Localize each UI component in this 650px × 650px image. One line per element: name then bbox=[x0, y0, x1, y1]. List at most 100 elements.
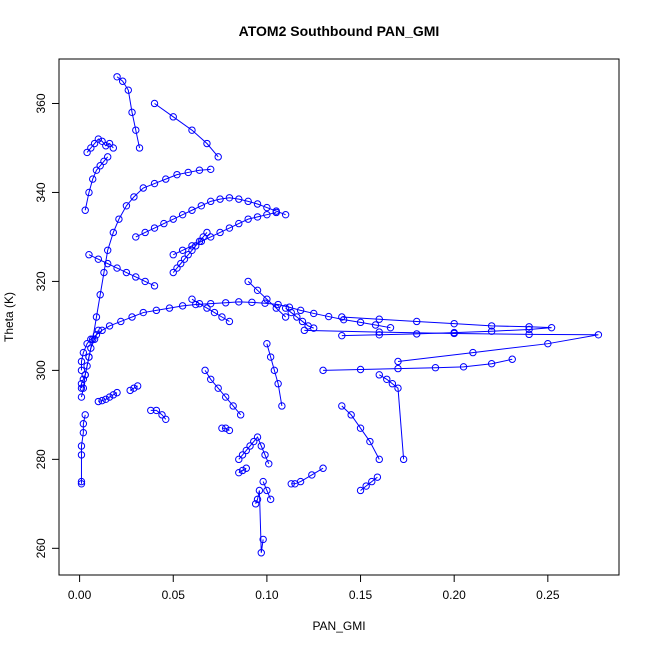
data-point bbox=[525, 323, 533, 331]
data-point bbox=[87, 335, 95, 343]
data-point bbox=[113, 73, 121, 81]
data-point bbox=[104, 153, 112, 161]
data-point bbox=[207, 165, 215, 174]
series-line bbox=[266, 343, 283, 407]
data-point bbox=[77, 366, 86, 375]
series-line bbox=[379, 374, 405, 460]
data-point bbox=[356, 318, 365, 327]
data-point bbox=[98, 326, 106, 335]
data-point bbox=[165, 304, 174, 312]
data-point bbox=[263, 295, 271, 303]
data-point bbox=[201, 366, 209, 375]
data-point bbox=[371, 321, 380, 329]
y-axis-label: Theta (K) bbox=[2, 292, 16, 342]
data-point bbox=[180, 255, 189, 263]
data-point bbox=[450, 329, 458, 338]
series-line bbox=[88, 254, 155, 287]
data-point bbox=[287, 480, 295, 488]
series-line bbox=[135, 197, 286, 238]
data-point bbox=[450, 319, 458, 328]
data-point bbox=[188, 206, 196, 214]
series-line bbox=[204, 370, 242, 416]
data-point bbox=[244, 215, 252, 223]
data-point bbox=[251, 500, 260, 508]
data-point bbox=[250, 437, 258, 446]
data-point bbox=[270, 366, 279, 375]
data-point bbox=[139, 308, 147, 317]
data-point bbox=[203, 304, 211, 312]
data-point bbox=[266, 495, 275, 504]
y-tick-label: 260 bbox=[34, 538, 48, 558]
data-point bbox=[188, 295, 196, 303]
data-point bbox=[356, 424, 365, 432]
data-point bbox=[431, 364, 440, 372]
x-tick-label: 0.15 bbox=[349, 588, 373, 602]
data-point bbox=[90, 335, 99, 343]
data-point bbox=[150, 179, 159, 188]
data-point bbox=[100, 268, 108, 277]
data-point bbox=[169, 251, 177, 259]
data-point bbox=[162, 415, 170, 424]
data-point bbox=[141, 228, 149, 237]
data-point bbox=[132, 233, 140, 241]
data-point bbox=[547, 323, 556, 332]
y-axis: 260 280 300 320 340 360 bbox=[34, 93, 60, 558]
data-point bbox=[77, 393, 86, 401]
data-point bbox=[135, 144, 144, 152]
series-line bbox=[191, 298, 230, 322]
data-point bbox=[197, 237, 206, 246]
data-point bbox=[253, 495, 262, 504]
data-point bbox=[242, 446, 250, 455]
data-point bbox=[105, 322, 114, 330]
data-point bbox=[126, 386, 134, 395]
series-line bbox=[341, 316, 552, 337]
data-point bbox=[394, 384, 402, 392]
data-point bbox=[177, 259, 185, 268]
data-point bbox=[173, 170, 181, 179]
data-point bbox=[79, 375, 88, 383]
data-point bbox=[487, 327, 496, 335]
data-point bbox=[469, 348, 477, 357]
data-point bbox=[285, 303, 294, 311]
data-point bbox=[79, 428, 88, 437]
data-point bbox=[235, 468, 243, 477]
data-point bbox=[235, 298, 243, 306]
data-point bbox=[105, 139, 114, 148]
data-point bbox=[89, 175, 97, 183]
data-point bbox=[248, 298, 256, 307]
chart-title: ATOM2 Southbound PAN_GMI bbox=[239, 23, 440, 39]
data-point bbox=[178, 246, 187, 254]
data-point bbox=[244, 197, 252, 206]
data-point bbox=[147, 406, 155, 415]
series-line bbox=[80, 301, 391, 371]
data-point bbox=[487, 360, 496, 368]
data-point bbox=[105, 393, 114, 401]
data-point bbox=[122, 202, 131, 210]
data-point bbox=[104, 259, 112, 268]
data-point bbox=[104, 246, 112, 254]
data-point bbox=[218, 313, 226, 321]
data-point bbox=[132, 273, 140, 281]
x-tick-label: 0.10 bbox=[255, 588, 279, 602]
data-point bbox=[253, 213, 262, 221]
data-point bbox=[325, 312, 333, 321]
data-point bbox=[225, 317, 234, 326]
data-point bbox=[356, 486, 365, 495]
data-point bbox=[238, 466, 247, 475]
data-point bbox=[158, 411, 166, 419]
data-point bbox=[85, 251, 93, 259]
data-point bbox=[81, 206, 89, 214]
data-point bbox=[188, 246, 196, 254]
data-point bbox=[255, 486, 264, 495]
data-point bbox=[375, 315, 383, 323]
data-point bbox=[225, 224, 234, 232]
data-point bbox=[235, 455, 243, 464]
data-point bbox=[203, 139, 211, 148]
data-point bbox=[117, 317, 125, 326]
data-point bbox=[221, 393, 230, 401]
x-axis: 0.00 0.05 0.10 0.15 0.20 0.25 bbox=[68, 574, 560, 602]
data-point bbox=[375, 331, 383, 339]
data-point bbox=[263, 339, 271, 348]
data-point bbox=[236, 411, 245, 419]
data-point bbox=[508, 355, 516, 363]
